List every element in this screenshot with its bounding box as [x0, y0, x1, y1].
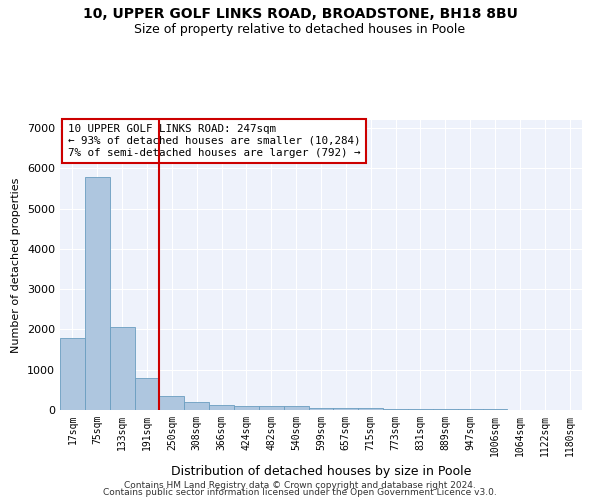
Text: Contains public sector information licensed under the Open Government Licence v3: Contains public sector information licen…: [103, 488, 497, 497]
Text: Size of property relative to detached houses in Poole: Size of property relative to detached ho…: [134, 22, 466, 36]
Bar: [284, 406, 308, 410]
Bar: [160, 396, 184, 410]
Bar: [110, 327, 134, 410]
Bar: [209, 405, 234, 410]
Bar: [134, 378, 160, 410]
Text: Distribution of detached houses by size in Poole: Distribution of detached houses by size …: [171, 465, 471, 478]
Bar: [334, 408, 358, 410]
Y-axis label: Number of detached properties: Number of detached properties: [11, 178, 22, 352]
Bar: [383, 409, 408, 410]
Text: Contains HM Land Registry data © Crown copyright and database right 2024.: Contains HM Land Registry data © Crown c…: [124, 480, 476, 490]
Bar: [358, 408, 383, 410]
Text: 10 UPPER GOLF LINKS ROAD: 247sqm
← 93% of detached houses are smaller (10,284)
7: 10 UPPER GOLF LINKS ROAD: 247sqm ← 93% o…: [68, 124, 361, 158]
Bar: [234, 406, 259, 410]
Bar: [85, 177, 110, 410]
Bar: [433, 409, 458, 410]
Bar: [60, 338, 85, 410]
Text: 10, UPPER GOLF LINKS ROAD, BROADSTONE, BH18 8BU: 10, UPPER GOLF LINKS ROAD, BROADSTONE, B…: [83, 6, 517, 20]
Bar: [259, 406, 284, 410]
Bar: [184, 402, 209, 410]
Bar: [408, 409, 433, 410]
Bar: [308, 408, 334, 410]
